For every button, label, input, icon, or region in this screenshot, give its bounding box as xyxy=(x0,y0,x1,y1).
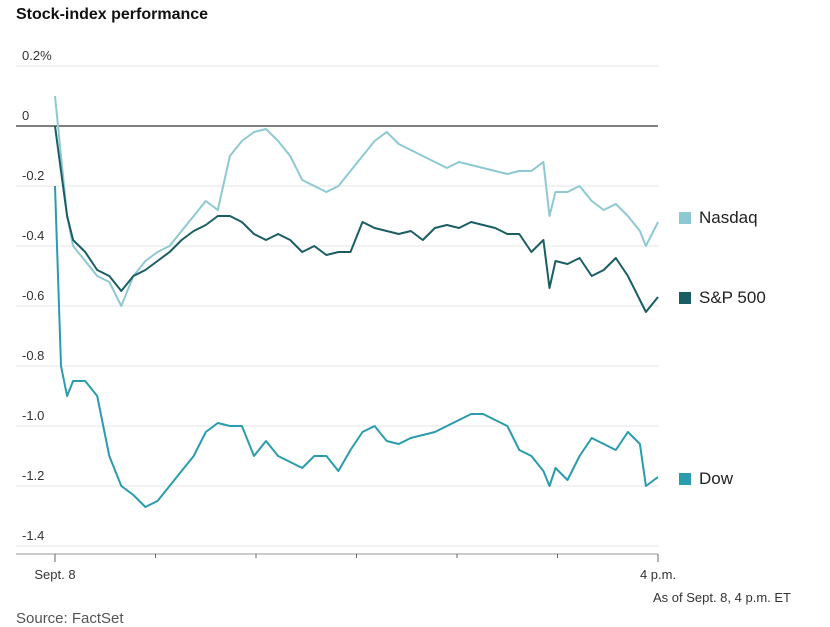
as-of-note: As of Sept. 8, 4 p.m. ET xyxy=(652,590,791,605)
sp500-line xyxy=(54,125,659,313)
legend-sp500-swatch xyxy=(679,292,691,304)
y-tick-label: 0.2% xyxy=(22,48,52,63)
legend-dow-swatch xyxy=(679,473,691,485)
y-tick-label: -1.4 xyxy=(22,528,44,543)
y-tick-label: -0.8 xyxy=(22,348,44,363)
x-tick-label: 4 p.m. xyxy=(640,567,676,582)
legend-dow: Dow xyxy=(679,469,733,489)
y-tick-label: 0 xyxy=(22,108,29,123)
source-note: Source: FactSet xyxy=(16,610,124,627)
x-tick-label: Sept. 8 xyxy=(34,567,75,582)
y-tick-label: -1.2 xyxy=(22,468,44,483)
dow-line xyxy=(54,185,659,508)
legend-dow-label: Dow xyxy=(699,469,734,488)
y-tick-label: -1.0 xyxy=(22,408,44,423)
legend-nasdaq-label: Nasdaq xyxy=(699,208,758,227)
nasdaq-line xyxy=(54,95,659,307)
legend-sp500: S&P 500 xyxy=(679,288,766,308)
legend-nasdaq-swatch xyxy=(679,212,691,224)
legend-nasdaq: Nasdaq xyxy=(679,208,758,228)
chart-title: Stock-index performance xyxy=(16,6,209,23)
legend-sp500-label: S&P 500 xyxy=(699,288,766,307)
y-tick-label: -0.4 xyxy=(22,228,44,243)
y-tick-label: -0.2 xyxy=(22,168,44,183)
y-tick-label: -0.6 xyxy=(22,288,44,303)
